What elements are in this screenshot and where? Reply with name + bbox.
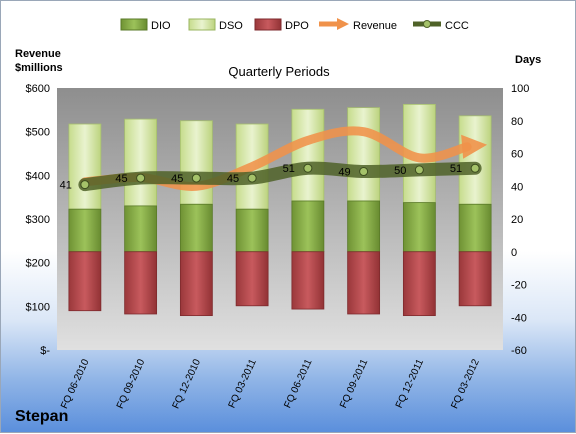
ccc-data-label: 51	[450, 163, 462, 175]
bar-dpo	[235, 251, 269, 307]
y-right-tick-label: 40	[511, 181, 523, 193]
ccc-point	[359, 167, 369, 177]
y-right-tick-label: 100	[511, 83, 529, 95]
bar-dpo	[347, 251, 381, 315]
y-right-tick-label: -60	[511, 345, 527, 357]
legend-swatch-dpo	[254, 18, 282, 31]
revenue-arrowhead	[461, 134, 488, 159]
bar-dso	[291, 108, 325, 202]
ccc-data-label: 49	[338, 167, 350, 179]
bar-dso	[68, 123, 102, 210]
bar-dpo	[291, 251, 325, 310]
legend-label-dso: DSO	[219, 20, 243, 32]
y-right-tick-label: -40	[511, 312, 527, 324]
bar-dpo	[68, 251, 102, 312]
company-name: Stepan	[15, 408, 68, 425]
y-left-title-line2: $millions	[15, 62, 63, 74]
legend-label-revenue: Revenue	[353, 20, 397, 32]
x-tick-label: FQ 12-2010	[171, 357, 204, 410]
legend-label-ccc: CCC	[445, 20, 469, 32]
x-tick-label: FQ 09-2011	[338, 357, 370, 410]
bars	[68, 103, 492, 317]
ccc-line	[78, 161, 482, 192]
y-left-tick-label: $200	[26, 258, 50, 270]
bar-dso	[124, 118, 158, 207]
bar-dpo	[402, 251, 436, 317]
y-right-tick-label: -20	[511, 280, 527, 292]
ccc-point	[247, 173, 257, 183]
ccc-data-label: 51	[283, 163, 295, 175]
bar-dio	[124, 205, 158, 253]
ccc-point	[136, 173, 146, 183]
legend-swatch-dio	[120, 18, 148, 31]
x-tick-label: FQ 09-2010	[115, 357, 148, 410]
ccc-data-label: 45	[171, 173, 183, 185]
x-tick-label: FQ 03-2011	[227, 357, 259, 410]
y-left-tick-label: $-	[40, 345, 50, 357]
legend-label-dio: DIO	[151, 20, 171, 32]
bar-dio	[347, 200, 381, 253]
y-left-tick-label: $100	[26, 301, 50, 313]
ccc-point	[303, 163, 313, 173]
legend-label-dpo: DPO	[285, 20, 309, 32]
ccc-data-label: 45	[227, 173, 239, 185]
legend-arrow-revenue	[337, 18, 349, 30]
plot-area	[57, 88, 503, 350]
legend-swatch-dso	[188, 18, 216, 31]
y-right-tick-label: 60	[511, 149, 523, 161]
y-left-tick-label: $500	[26, 127, 50, 139]
x-tick-label: FQ 12-2011	[394, 357, 426, 410]
y-left-tick-label: $300	[26, 214, 50, 226]
ccc-point	[414, 165, 424, 175]
bar-dio	[235, 208, 269, 253]
x-tick-labels: FQ 06-2010 FQ 09-2010 FQ 12-2010 FQ 03-2011…	[59, 357, 482, 410]
y-right-title: Days	[515, 54, 541, 66]
bar-dpo	[124, 251, 158, 315]
ccc-data-label: 50	[394, 165, 406, 177]
y-right-tick-label: 80	[511, 116, 523, 128]
y-left-ticks: $- $100 $200 $300 $400 $500 $600	[26, 83, 51, 357]
bar-dso	[347, 107, 381, 202]
bar-dso	[179, 120, 213, 205]
ccc-data-label: 45	[115, 173, 127, 185]
y-right-ticks: -60 -40 -20 0 20 40 60 80 100	[511, 83, 529, 357]
ccc-point	[470, 163, 480, 173]
legend-marker-ccc	[423, 20, 431, 28]
legend: DIO DSO DPO Revenue CCC	[120, 18, 469, 32]
chart-title: Quarterly Periods	[228, 64, 330, 79]
bar-dpo	[458, 251, 492, 307]
bar-dpo	[179, 251, 213, 317]
y-right-tick-label: 20	[511, 214, 523, 226]
ccc-series: 41 45 45 45 51 49 50 51	[60, 161, 482, 192]
bar-dso	[458, 115, 492, 205]
ccc-point	[191, 173, 201, 183]
y-left-tick-label: $400	[26, 170, 50, 182]
x-tick-label: FQ 06-2011	[282, 357, 314, 410]
bar-dio	[179, 203, 213, 253]
x-tick-label: FQ 03-2012	[449, 357, 482, 410]
bar-dio	[402, 202, 436, 253]
y-right-tick-label: 0	[511, 247, 517, 259]
y-left-tick-label: $600	[26, 83, 50, 95]
y-left-title-line1: Revenue	[15, 48, 61, 60]
ccc-data-label: 41	[60, 180, 72, 192]
x-tick-label: FQ 06-2010	[59, 357, 92, 410]
bar-dio	[291, 200, 325, 253]
bar-dio	[68, 208, 102, 253]
ccc-point	[80, 180, 90, 190]
bar-dio	[458, 203, 492, 253]
